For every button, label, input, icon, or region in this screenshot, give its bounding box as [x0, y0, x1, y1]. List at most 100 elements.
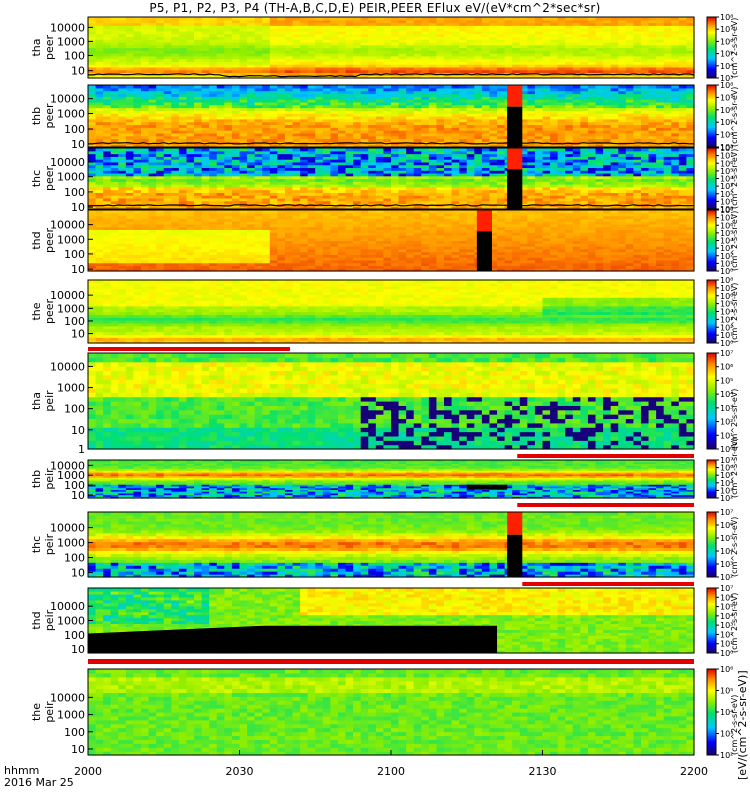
heatmap-cell: [292, 36, 301, 40]
heatmap-cell: [95, 36, 104, 40]
heatmap-cell: [640, 107, 650, 111]
heatmap-cell: [201, 153, 210, 157]
heatmap-cell: [572, 184, 581, 188]
heatmap-cell: [368, 148, 377, 152]
heatmap-cell: [421, 175, 430, 180]
heatmap-cell: [224, 30, 233, 35]
heatmap-cell: [587, 116, 597, 120]
heatmap-cell: [557, 195, 566, 199]
heatmap-cell: [148, 41, 157, 46]
heatmap-cell: [383, 90, 392, 95]
heatmap-cell: [444, 17, 453, 21]
heatmap-cell: [125, 25, 135, 29]
heatmap-cell: [345, 161, 354, 166]
heatmap-cell: [133, 186, 142, 191]
heatmap-cell: [481, 107, 491, 111]
heatmap-cell: [391, 135, 400, 140]
heatmap-cell: [527, 47, 536, 51]
heatmap-cell: [391, 110, 400, 114]
heatmap-cell: [201, 135, 210, 140]
heatmap-cell: [201, 25, 210, 29]
heatmap-cell: [640, 53, 650, 57]
heatmap-cell: [451, 30, 460, 35]
heatmap-cell: [497, 66, 506, 71]
heatmap-cell: [269, 87, 278, 92]
heatmap-cell: [618, 93, 627, 97]
heatmap-cell: [254, 138, 263, 142]
heatmap-cell: [504, 36, 513, 40]
heatmap-cell: [247, 148, 256, 152]
heatmap-cell: [110, 159, 119, 163]
heatmap-cell: [481, 150, 491, 155]
heatmap-cell: [625, 135, 635, 140]
heatmap-cell: [671, 121, 680, 126]
heatmap-cell: [216, 200, 225, 205]
heatmap-cell: [247, 101, 256, 106]
heatmap-cell: [459, 93, 468, 97]
heatmap-cell: [686, 55, 695, 60]
heatmap-cell: [527, 144, 536, 148]
heatmap-cell: [284, 39, 294, 43]
heatmap-cell: [307, 47, 316, 51]
heatmap-cell: [322, 19, 332, 24]
heatmap-cell: [171, 30, 180, 35]
heatmap-cell: [231, 93, 241, 97]
heatmap-cell: [284, 25, 294, 29]
heatmap-cell: [292, 156, 301, 160]
heatmap-cell: [671, 99, 680, 103]
heatmap-cell: [209, 50, 218, 54]
heatmap-cell: [247, 33, 256, 38]
heatmap-cell: [201, 206, 210, 210]
heatmap-cell: [618, 58, 627, 62]
heatmap-cell: [345, 22, 354, 26]
heatmap-cell: [292, 127, 301, 131]
heatmap-cell: [239, 181, 248, 185]
heatmap-cell: [459, 28, 468, 32]
heatmap-cell: [163, 156, 172, 160]
heatmap-cell: [141, 19, 150, 24]
heatmap-cell: [178, 107, 188, 111]
heatmap-cell: [428, 161, 438, 166]
heatmap-cell: [640, 47, 650, 51]
heatmap-cell: [383, 96, 392, 100]
heatmap-cell: [383, 33, 392, 38]
heatmap-cell: [330, 25, 339, 29]
heatmap-cell: [300, 156, 309, 160]
heatmap-cell: [625, 90, 635, 95]
heatmap-cell: [368, 107, 377, 111]
heatmap-cell: [489, 19, 498, 24]
heatmap-cell: [527, 135, 536, 140]
heatmap-cell: [337, 58, 347, 62]
heatmap-cell: [413, 192, 422, 196]
heatmap-cell: [186, 61, 195, 65]
heatmap-cell: [633, 55, 642, 60]
heatmap-cell: [254, 186, 263, 191]
heatmap-cell: [686, 138, 695, 142]
heatmap-cell: [277, 55, 286, 60]
heatmap-cell: [391, 87, 400, 92]
heatmap-cell: [178, 44, 188, 49]
heatmap-cell: [466, 200, 475, 205]
heatmap-cell: [284, 47, 294, 51]
heatmap-cell: [451, 101, 460, 106]
heatmap-cell: [542, 93, 551, 97]
heatmap-cell: [163, 22, 172, 26]
heatmap-cell: [534, 178, 544, 182]
heatmap-cell: [557, 135, 566, 140]
heatmap-cell: [360, 135, 369, 140]
heatmap-cell: [663, 135, 672, 140]
heatmap-cell: [337, 206, 347, 210]
heatmap-cell: [398, 66, 407, 71]
heatmap-cell: [595, 66, 604, 71]
heatmap-cell: [663, 110, 672, 114]
heatmap-cell: [330, 135, 339, 140]
heatmap-cell: [269, 206, 278, 210]
heatmap-cell: [156, 85, 165, 89]
heatmap-cell: [277, 153, 286, 157]
heatmap-cell: [315, 159, 324, 163]
heatmap-cell: [368, 184, 377, 188]
heatmap-cell: [178, 19, 188, 24]
heatmap-cell: [572, 90, 581, 95]
heatmap-cell: [481, 159, 491, 163]
heatmap-cell: [451, 172, 460, 177]
